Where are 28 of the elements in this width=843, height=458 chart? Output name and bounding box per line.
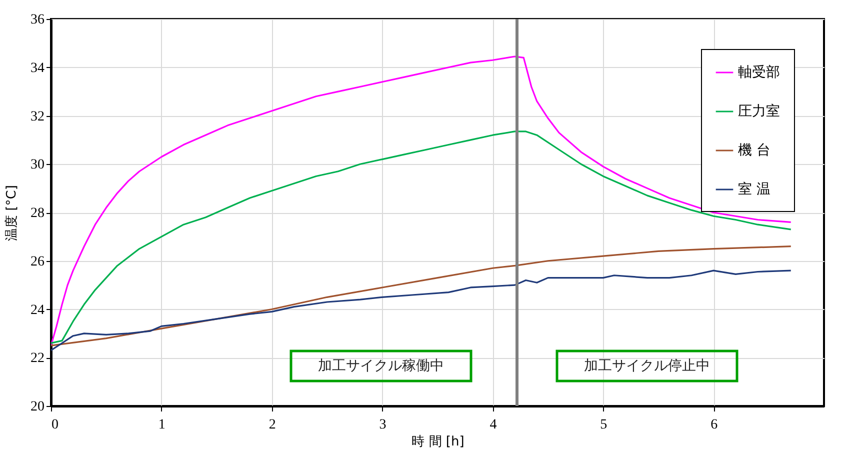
line-series (51, 56, 792, 346)
y-tick-label: 24 (30, 302, 44, 318)
x-axis-title: 時 間 [h] (412, 434, 464, 450)
y-axis-title: 温度 [°C] (4, 185, 20, 241)
legend-label: 室 温 (738, 182, 770, 198)
y-tick-label: 32 (30, 109, 44, 124)
annotation: 加工サイクル停止中 (584, 358, 710, 374)
x-tick-label: 4 (490, 418, 497, 432)
x-tick-label: 1 (158, 418, 166, 432)
x-tick-label: 6 (710, 418, 718, 432)
x-tick-label: 0 (52, 418, 58, 432)
y-tick-label: 30 (30, 158, 44, 173)
legend-label: 軸受部 (738, 64, 780, 80)
legend-label: 機 台 (738, 142, 770, 158)
line-series (51, 270, 792, 352)
line-series (51, 246, 792, 346)
annotation: 加工サイクル稼働中 (318, 358, 444, 374)
y-tick-label: 28 (30, 206, 44, 221)
y-tick-label: 34 (30, 60, 44, 76)
y-tick-label: 26 (30, 254, 44, 270)
line-series (51, 130, 792, 344)
y-tick-label: 36 (30, 12, 44, 28)
x-tick-label: 3 (379, 418, 386, 432)
y-tick-label: 22 (30, 351, 44, 366)
legend-label: 圧力室 (738, 104, 780, 120)
x-tick-label: 2 (268, 418, 276, 432)
x-tick-label: 5 (600, 418, 608, 432)
y-tick-label: 20 (30, 400, 44, 414)
